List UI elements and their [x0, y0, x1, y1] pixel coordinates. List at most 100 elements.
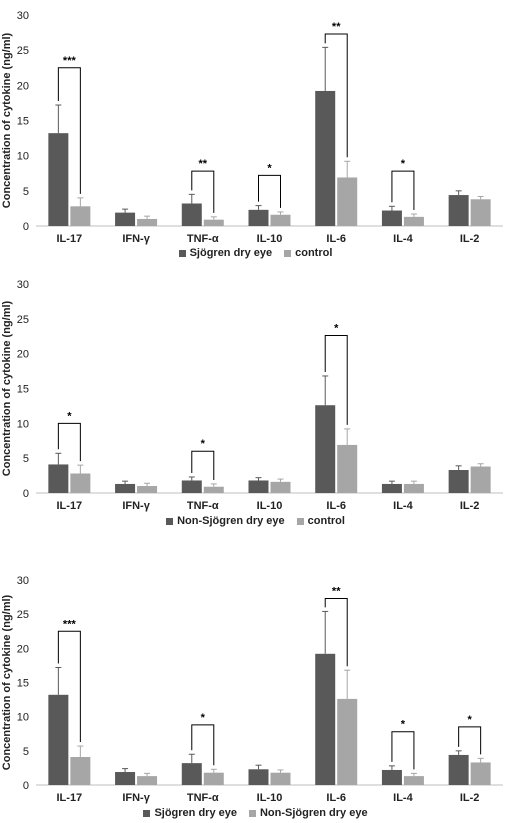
- significance-label: **: [199, 158, 208, 170]
- significance-bracket: [324, 597, 348, 667]
- bar: [270, 481, 291, 493]
- legend-label: control: [307, 515, 345, 527]
- bar: [70, 473, 91, 493]
- significance-bracket: [191, 450, 215, 480]
- y-tick-label: 30: [17, 279, 29, 291]
- significance-bracket: [258, 174, 281, 208]
- bar: [470, 762, 491, 785]
- x-category-label: IL-2: [460, 500, 480, 512]
- y-tick-label: 10: [17, 418, 29, 430]
- significance-bracket: [57, 422, 81, 462]
- y-tick-label: 15: [17, 678, 29, 690]
- x-category-label: IL-2: [460, 233, 480, 245]
- legend-label: Non-Sjögren dry eye: [177, 515, 285, 527]
- bar: [48, 133, 69, 226]
- legend-swatch: [166, 517, 174, 525]
- y-tick-label: 10: [17, 151, 29, 163]
- y-tick-label: 30: [17, 575, 29, 587]
- bar: [337, 698, 358, 785]
- x-category-label: IL-2: [460, 792, 480, 804]
- bar: [270, 214, 291, 226]
- legend-swatch: [248, 809, 256, 817]
- legend-item: Non-Sjögren dry eye: [248, 807, 368, 819]
- significance-label: *: [201, 712, 206, 724]
- bar: [48, 694, 69, 785]
- legend-label: Sjögren dry eye: [154, 807, 237, 819]
- significance-label: **: [332, 585, 341, 597]
- y-axis-title: Concentration of cytokine (ng/ml): [1, 594, 13, 770]
- bar: [181, 763, 202, 785]
- legend-item: control: [296, 515, 345, 527]
- significance-bracket: [391, 731, 415, 770]
- legend: Sjögren dry eye control: [0, 247, 511, 260]
- x-category-label: IL-4: [393, 792, 413, 804]
- significance-bracket: [324, 33, 348, 158]
- significance-label: ***: [63, 55, 77, 67]
- bar: [403, 776, 424, 785]
- x-category-label: IL-4: [393, 233, 413, 245]
- x-category-label: IL-10: [257, 792, 283, 804]
- bar: [181, 480, 202, 493]
- bar: [381, 210, 402, 226]
- y-tick-label: 0: [23, 488, 29, 500]
- y-tick-label: 0: [23, 780, 29, 792]
- bar: [315, 653, 336, 785]
- y-tick-label: 25: [17, 45, 29, 57]
- bar: [270, 772, 291, 785]
- significance-bracket: [458, 726, 482, 755]
- bar: [137, 776, 158, 785]
- significance-bracket: [391, 170, 415, 211]
- y-axis-title: Concentration of cytokine (ng/ml): [1, 32, 13, 208]
- y-tick-label: 5: [23, 746, 29, 758]
- significance-label: *: [201, 438, 206, 450]
- significance-bracket: [191, 170, 215, 213]
- y-tick-label: 5: [23, 453, 29, 465]
- significance-label: *: [67, 410, 72, 422]
- legend-swatch: [296, 517, 304, 525]
- legend-swatch: [143, 809, 151, 817]
- y-tick-label: 25: [17, 314, 29, 326]
- bar: [115, 772, 136, 785]
- x-category-label: IL-6: [326, 233, 346, 245]
- bar: [70, 206, 91, 226]
- bar: [203, 219, 224, 226]
- significance-bracket: [57, 67, 81, 194]
- bar: [70, 756, 91, 785]
- significance-label: *: [468, 714, 473, 726]
- y-tick-label: 10: [17, 712, 29, 724]
- significance-bracket: [324, 335, 348, 425]
- bar: [203, 772, 224, 785]
- x-category-label: IL-17: [57, 500, 83, 512]
- x-category-label: IL-17: [57, 792, 83, 804]
- x-category-label: IFN-γ: [122, 233, 150, 245]
- bar: [137, 218, 158, 226]
- y-tick-label: 20: [17, 80, 29, 92]
- y-axis-title: Concentration of cytokine (ng/ml): [1, 300, 13, 476]
- x-category-label: IL-10: [257, 233, 283, 245]
- legend-item: Non-Sjögren dry eye: [166, 515, 285, 527]
- bar: [337, 177, 358, 226]
- y-tick-label: 15: [17, 116, 29, 128]
- bar: [448, 754, 469, 785]
- bar: [337, 444, 358, 493]
- x-category-label: IL-6: [326, 500, 346, 512]
- x-category-label: IL-4: [393, 500, 413, 512]
- x-category-label: IL-10: [257, 500, 283, 512]
- bar: [203, 486, 224, 493]
- y-tick-label: 0: [23, 221, 29, 233]
- significance-label: **: [332, 21, 341, 33]
- bar: [248, 480, 269, 493]
- bar: [115, 212, 136, 226]
- legend: Sjögren dry eye Non-Sjögren dry eye: [0, 807, 511, 820]
- y-tick-label: 5: [23, 186, 29, 198]
- legend-item: control: [284, 247, 332, 259]
- bar: [448, 195, 469, 226]
- bar: [403, 216, 424, 226]
- y-tick-label: 20: [17, 349, 29, 361]
- significance-label: *: [334, 323, 339, 335]
- significance-label: *: [267, 162, 272, 174]
